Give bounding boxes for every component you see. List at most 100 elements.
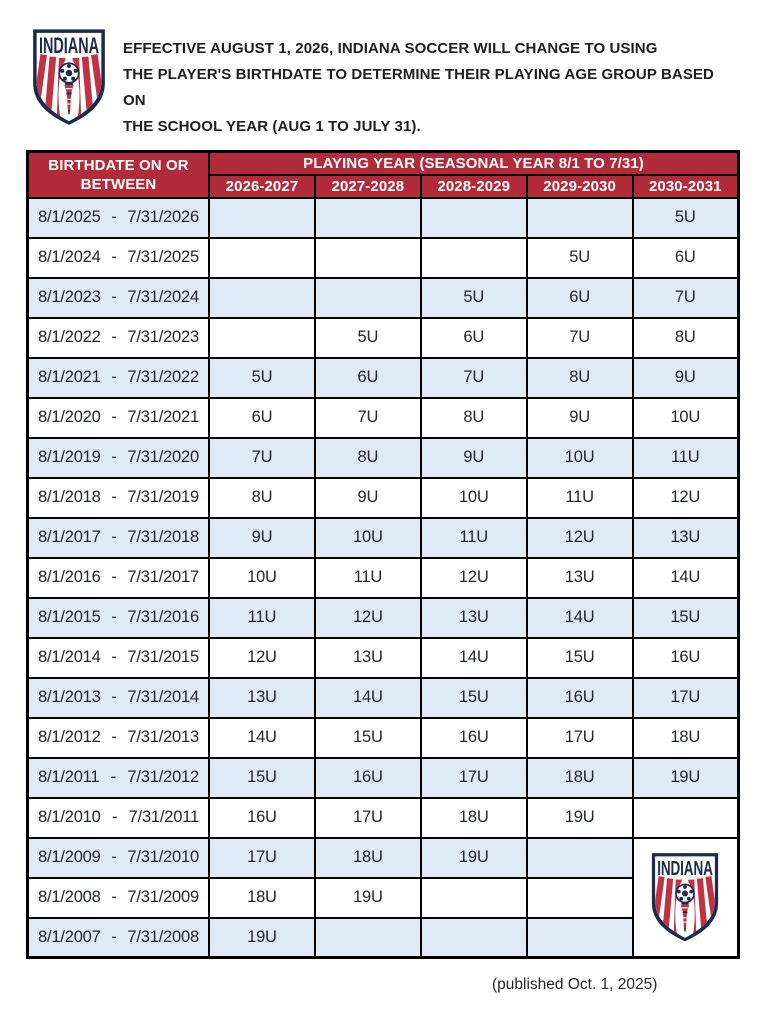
age-group-cell	[419, 196, 528, 239]
age-group-cell: 17U	[525, 716, 634, 759]
birthdate-range-cell: 8/1/2016-7/31/2017	[26, 556, 210, 599]
birthdate-range-cell: 8/1/2022-7/31/2023	[26, 316, 210, 359]
birthdate-range-cell: 8/1/2015-7/31/2016	[26, 596, 210, 639]
age-group-cell: 17U	[313, 796, 422, 839]
age-group-cell: 17U	[419, 756, 528, 799]
range-from: 8/1/2021	[38, 368, 101, 386]
age-group-cell	[313, 916, 422, 959]
range-to: 7/31/2020	[127, 448, 199, 466]
range-separator: -	[111, 488, 117, 506]
age-group-cell: 8U	[313, 436, 422, 479]
year-column-header: 2028-2029	[419, 173, 528, 199]
published-note: (published Oct. 1, 2025)	[492, 976, 658, 993]
range-from: 8/1/2009	[38, 848, 101, 866]
range-separator: -	[110, 768, 117, 786]
age-group-cell	[525, 916, 634, 959]
age-group-cell	[208, 316, 316, 359]
table-row: 8/1/2012-7/31/2013 14U 15U 16U 17U 18U	[26, 716, 740, 759]
age-group-cell: 14U	[313, 676, 422, 719]
indiana-soccer-logo-cell: INDIANA	[631, 836, 740, 959]
year-column-header: 2029-2030	[525, 173, 634, 199]
table-row: 8/1/2021-7/31/2022 5U 6U 7U 8U 9U	[26, 356, 740, 399]
table-row: 8/1/2018-7/31/2019 8U 9U 10U 11U 12U	[26, 476, 740, 519]
range-to: 7/31/2015	[127, 648, 199, 666]
svg-text:INDIANA: INDIANA	[658, 858, 714, 881]
range-from: 8/1/2023	[38, 288, 101, 306]
table-row: 8/1/2016-7/31/2017 10U 11U 12U 13U 14U	[26, 556, 740, 599]
table-row: 8/1/2009-7/31/2010 17U 18U 19U INDIANA	[26, 836, 740, 959]
indiana-soccer-logo: INDIANA	[30, 27, 108, 140]
range-from: 8/1/2012	[38, 728, 101, 746]
range-separator: -	[111, 248, 117, 266]
age-group-cell: 11U	[419, 516, 528, 559]
birthdate-range-cell: 8/1/2023-7/31/2024	[26, 276, 210, 319]
age-group-cell: 10U	[525, 436, 634, 479]
range-to: 7/31/2021	[127, 408, 199, 426]
range-from: 8/1/2014	[38, 648, 101, 666]
age-group-cell: 7U	[631, 276, 740, 319]
range-from: 8/1/2020	[38, 408, 101, 426]
table-row: 8/1/2023-7/31/2024 5U 6U 7U	[26, 276, 740, 319]
range-separator: -	[111, 528, 117, 546]
range-from: 8/1/2018	[38, 488, 101, 506]
age-group-cell: 19U	[419, 836, 528, 879]
age-group-cell: 5U	[631, 196, 740, 239]
birthdate-range-cell: 8/1/2013-7/31/2014	[26, 676, 210, 719]
age-group-cell: 11U	[313, 556, 422, 599]
age-group-cell: 9U	[631, 356, 740, 399]
range-separator: -	[111, 328, 117, 346]
birthdate-range-cell: 8/1/2008-7/31/2009	[26, 876, 210, 919]
table-row: 8/1/2011-7/31/2012 15U 16U 17U 18U 19U	[26, 756, 740, 799]
age-group-cell: 12U	[208, 636, 316, 679]
age-group-cell: 13U	[525, 556, 634, 599]
range-from: 8/1/2010	[38, 808, 101, 826]
age-group-cell: 13U	[313, 636, 422, 679]
birthdate-range-cell: 8/1/2025-7/31/2026	[26, 196, 210, 239]
range-to: 7/31/2016	[127, 608, 199, 626]
age-group-cell: 10U	[631, 396, 740, 439]
range-to: 7/31/2025	[127, 248, 199, 266]
age-group-cell: 15U	[631, 596, 740, 639]
age-group-cell: 7U	[208, 436, 316, 479]
table-row: 8/1/2022-7/31/2023 5U 6U 7U 8U	[26, 316, 740, 359]
playing-year-header: PLAYING YEAR (SEASONAL YEAR 8/1 TO 7/31)	[208, 150, 740, 176]
year-column-header: 2030-2031	[631, 173, 740, 199]
birthdate-range-cell: 8/1/2018-7/31/2019	[26, 476, 210, 519]
age-group-cell	[313, 276, 422, 319]
age-group-cell: 18U	[631, 716, 740, 759]
age-group-cell: 8U	[208, 476, 316, 519]
range-to: 7/31/2026	[127, 208, 199, 226]
table-row: 8/1/2007-7/31/2008 19U	[26, 916, 739, 959]
age-group-cell	[525, 196, 634, 239]
birthdate-range-cell: 8/1/2017-7/31/2018	[26, 516, 210, 559]
range-to: 7/31/2009	[127, 888, 199, 906]
range-to: 7/31/2019	[127, 488, 199, 506]
indiana-crest-icon: INDIANA	[33, 29, 105, 125]
age-group-cell: 16U	[208, 796, 316, 839]
range-separator: -	[111, 808, 118, 826]
range-to: 7/31/2017	[127, 568, 199, 586]
intro-line-1: EFFECTIVE AUGUST 1, 2026, INDIANA SOCCER…	[123, 40, 658, 57]
age-group-cell: 6U	[631, 236, 740, 279]
age-group-cell: 7U	[419, 356, 528, 399]
age-group-cell: 5U	[525, 236, 634, 279]
range-from: 8/1/2016	[38, 568, 101, 586]
table-row: 8/1/2015-7/31/2016 11U 12U 13U 14U 15U	[26, 596, 740, 639]
age-group-cell: 9U	[525, 396, 634, 439]
age-group-cell	[313, 236, 422, 279]
age-group-cell: 12U	[631, 476, 740, 519]
range-separator: -	[111, 927, 117, 946]
range-separator: -	[111, 688, 117, 706]
age-group-cell	[313, 196, 422, 239]
age-group-cell: 16U	[313, 756, 422, 799]
age-group-cell: 19U	[313, 876, 422, 919]
age-group-cell	[419, 236, 528, 279]
age-group-cell	[419, 876, 528, 919]
birthdate-range-cell: 8/1/2020-7/31/2021	[26, 396, 210, 439]
age-group-cell: 16U	[525, 676, 634, 719]
table-header: BIRTHDATE ON OR BETWEEN PLAYING YEAR (SE…	[26, 150, 740, 199]
age-group-cell: 14U	[631, 556, 740, 599]
birthdate-range-cell: 8/1/2019-7/31/2020	[26, 436, 210, 479]
age-group-cell: 7U	[525, 316, 634, 359]
birthdate-range-cell: 8/1/2011-7/31/2012	[26, 756, 210, 799]
